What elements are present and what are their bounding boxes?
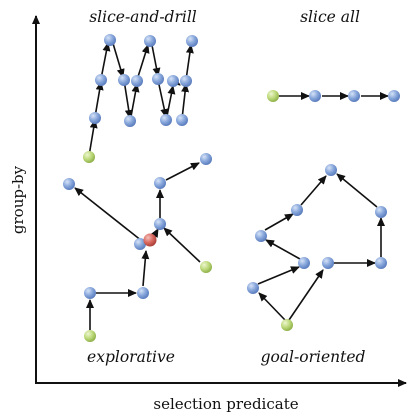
node [176, 114, 188, 126]
edge [157, 79, 169, 118]
edge [185, 44, 194, 81]
edge [165, 162, 200, 181]
node-start [84, 330, 96, 342]
edge [74, 187, 143, 242]
node [131, 75, 143, 87]
node [180, 75, 192, 87]
label-slice-and-drill: slice-and-drill [89, 8, 197, 26]
node [186, 35, 198, 47]
node-start [281, 319, 293, 331]
goal-oriented-cluster [247, 164, 387, 331]
edge [136, 44, 150, 81]
node [388, 90, 400, 102]
node [309, 90, 321, 102]
node [154, 218, 166, 230]
edge [111, 39, 125, 78]
edge [257, 266, 300, 285]
node-start [267, 90, 279, 102]
node [325, 164, 337, 176]
edge [264, 213, 294, 231]
node [84, 287, 96, 299]
slice-all-cluster [267, 90, 400, 102]
node [124, 115, 136, 127]
node [322, 257, 334, 269]
x-axis-label: selection predicate [153, 395, 298, 413]
node [200, 153, 212, 165]
edge [100, 42, 111, 80]
node [255, 230, 267, 242]
y-axis-label: group-by [9, 165, 27, 234]
node-start [200, 261, 212, 273]
edge [94, 81, 104, 118]
node-highlight [143, 233, 157, 247]
explorative-cluster [63, 153, 212, 342]
edge [336, 173, 378, 208]
edge [123, 79, 133, 119]
label-goal-oriented: goal-oriented [261, 348, 366, 366]
node [160, 114, 172, 126]
node [144, 35, 156, 47]
slice-and-drill-cluster [83, 34, 198, 163]
edge [141, 250, 150, 287]
edge [300, 175, 327, 206]
axes: group-by selection predicate [9, 15, 407, 413]
node [167, 75, 179, 87]
edge [258, 292, 286, 321]
node [137, 287, 149, 299]
edge [163, 227, 201, 263]
label-slice-all: slice all [300, 8, 360, 26]
node [154, 177, 166, 189]
edge [265, 239, 301, 260]
node [152, 73, 164, 85]
edge [88, 119, 98, 157]
node [375, 257, 387, 269]
node [375, 206, 387, 218]
edge [181, 83, 190, 120]
node [118, 74, 130, 86]
node [63, 178, 75, 190]
label-explorative: explorative [87, 348, 175, 366]
node-start [83, 151, 95, 163]
node [89, 112, 101, 124]
node [104, 34, 116, 46]
node [247, 282, 259, 294]
node [134, 238, 146, 250]
node [298, 257, 310, 269]
edge [288, 269, 324, 321]
node [95, 74, 107, 86]
node [291, 204, 303, 216]
node [348, 90, 360, 102]
